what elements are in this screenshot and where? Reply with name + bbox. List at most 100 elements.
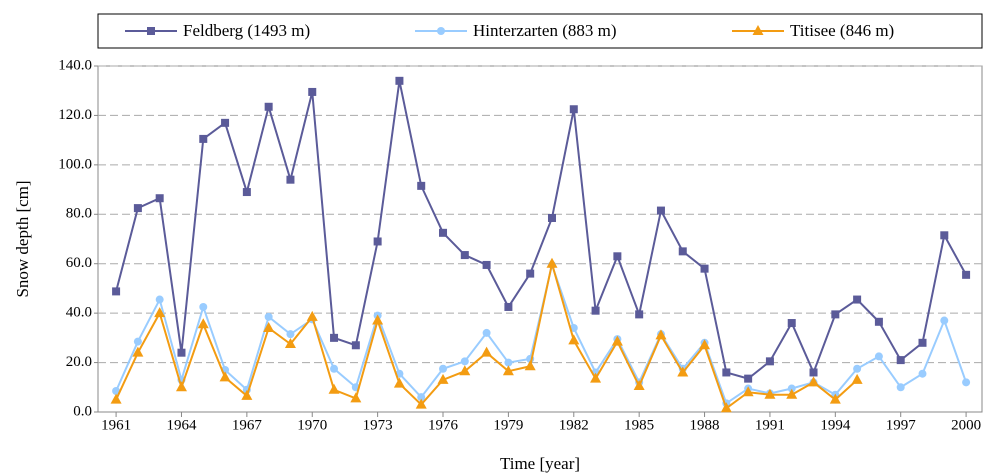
marker [896, 356, 905, 365]
x-tick-label: 1982 [559, 417, 589, 433]
y-tick-label: 60.0 [66, 255, 92, 271]
marker [546, 257, 558, 268]
legend-marker [437, 27, 445, 35]
marker [809, 368, 818, 377]
y-tick-label: 40.0 [66, 305, 92, 321]
marker [177, 348, 186, 357]
marker [547, 213, 556, 222]
marker [851, 373, 863, 384]
marker [655, 329, 667, 340]
marker [526, 269, 535, 278]
legend-label: Titisee (846 m) [790, 21, 894, 40]
marker [199, 134, 208, 143]
marker [110, 393, 122, 404]
marker [482, 328, 491, 337]
series-line [115, 80, 967, 380]
marker [417, 393, 426, 402]
marker [286, 330, 295, 339]
marker [437, 373, 449, 384]
marker [524, 360, 536, 371]
marker [700, 264, 709, 273]
x-axis-label: Time [year] [500, 454, 580, 473]
y-tick-label: 100.0 [58, 156, 92, 172]
marker [112, 287, 121, 296]
marker [395, 76, 404, 85]
x-tick-label: 1970 [297, 417, 327, 433]
marker [591, 306, 600, 315]
x-tick-label: 1967 [232, 417, 263, 433]
marker [504, 302, 513, 311]
x-tick-label: 1976 [428, 417, 459, 433]
x-tick-label: 1973 [363, 417, 393, 433]
marker [286, 175, 295, 184]
marker [308, 87, 317, 96]
legend-marker [752, 25, 764, 35]
marker [656, 206, 665, 215]
marker [831, 310, 840, 319]
marker [918, 338, 927, 347]
marker [133, 337, 142, 346]
marker [677, 366, 689, 377]
marker [853, 364, 862, 373]
marker [742, 386, 754, 397]
marker [940, 316, 949, 325]
marker [372, 314, 384, 325]
x-tick-label: 2000 [951, 417, 981, 433]
marker [808, 376, 820, 387]
marker [787, 319, 796, 328]
marker [328, 383, 340, 394]
y-tick-label: 120.0 [58, 107, 92, 123]
x-tick-label: 1961 [101, 417, 131, 433]
marker [611, 335, 623, 346]
marker [264, 312, 273, 321]
marker [132, 346, 144, 357]
marker [918, 369, 927, 378]
marker [722, 368, 731, 377]
marker [940, 231, 949, 240]
marker [786, 388, 798, 399]
marker [284, 338, 296, 349]
marker [199, 302, 208, 311]
y-tick-label: 80.0 [66, 206, 92, 222]
marker [744, 374, 753, 383]
y-tick-label: 20.0 [66, 354, 92, 370]
marker [569, 105, 578, 114]
marker [155, 295, 164, 304]
marker [242, 188, 251, 197]
marker [678, 247, 687, 256]
x-tick-label: 1988 [690, 417, 720, 433]
marker [633, 380, 645, 391]
marker [415, 398, 427, 409]
marker [962, 270, 971, 279]
x-tick-label: 1991 [755, 417, 785, 433]
marker [263, 321, 275, 332]
marker [765, 357, 774, 366]
marker [590, 372, 602, 383]
marker [154, 307, 166, 318]
marker [460, 251, 469, 260]
legend-label: Hinterzarten (883 m) [473, 21, 617, 40]
marker [330, 333, 339, 342]
legend-label: Feldberg (1493 m) [183, 21, 310, 40]
y-tick-label: 140.0 [58, 57, 92, 73]
marker [133, 204, 142, 213]
marker [241, 389, 253, 400]
marker [439, 228, 448, 237]
marker [874, 317, 883, 326]
marker [613, 252, 622, 261]
y-axis-label: Snow depth [cm] [13, 180, 32, 297]
x-tick-label: 1979 [493, 417, 523, 433]
marker [829, 393, 841, 404]
x-tick-label: 1994 [820, 417, 851, 433]
marker [568, 334, 580, 345]
marker [460, 357, 469, 366]
marker [853, 295, 862, 304]
marker [350, 392, 362, 403]
marker [351, 341, 360, 350]
marker [219, 371, 231, 382]
marker [504, 358, 513, 367]
marker [330, 364, 339, 373]
marker [221, 118, 230, 127]
marker [393, 377, 405, 388]
